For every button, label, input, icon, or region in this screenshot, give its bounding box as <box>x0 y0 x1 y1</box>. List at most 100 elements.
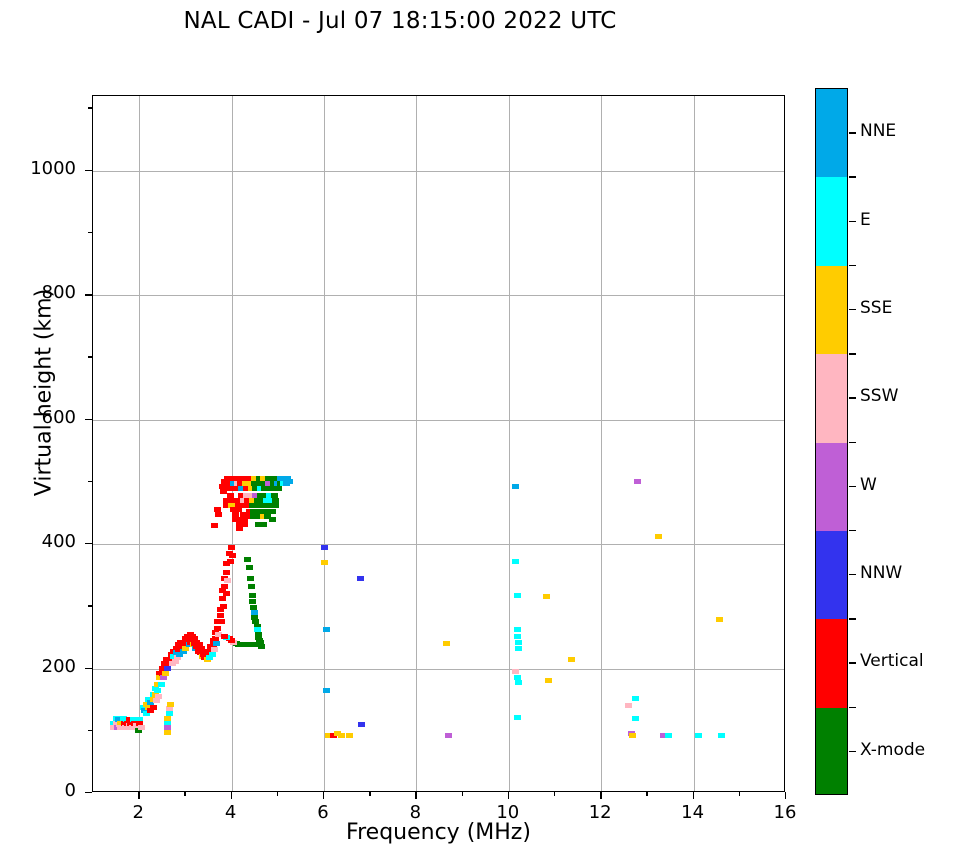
x-tick <box>138 792 140 799</box>
data-point <box>268 509 276 515</box>
data-point <box>270 493 278 499</box>
data-point <box>254 521 262 527</box>
data-point <box>228 498 236 503</box>
data-point <box>513 714 521 720</box>
data-point <box>165 706 173 712</box>
data-point <box>255 480 263 486</box>
data-point <box>265 493 273 499</box>
data-point <box>113 725 121 731</box>
colorbar-boundary-tick <box>849 441 856 443</box>
data-point <box>264 509 272 515</box>
colorbar-label-e: E <box>860 209 871 230</box>
data-point <box>227 558 235 564</box>
data-point <box>241 521 249 527</box>
data-point <box>114 717 122 723</box>
gridline-horizontal <box>93 295 784 297</box>
x-tick <box>323 792 325 799</box>
data-point <box>122 717 130 723</box>
data-point <box>174 647 182 653</box>
y-tick <box>88 356 92 358</box>
data-point <box>242 493 250 499</box>
data-point <box>117 725 125 731</box>
data-point <box>215 511 223 517</box>
data-point <box>253 509 261 515</box>
colorbar-boundary-tick <box>849 618 856 620</box>
colorbar-tick <box>849 308 856 311</box>
data-point <box>338 733 346 739</box>
data-point <box>660 733 668 739</box>
x-tick <box>692 792 694 799</box>
x-axis-label: Frequency (MHz) <box>346 820 531 845</box>
plot-area <box>92 95 785 792</box>
data-point <box>250 513 258 519</box>
data-point <box>171 658 179 664</box>
data-point <box>248 598 256 604</box>
data-point <box>221 479 229 485</box>
data-point <box>258 498 266 503</box>
data-point <box>127 720 135 726</box>
x-tick-label: 2 <box>132 802 144 823</box>
data-point <box>544 678 552 684</box>
data-point <box>256 485 264 491</box>
data-point <box>269 480 277 486</box>
data-point <box>130 717 138 723</box>
colorbar-tick <box>849 132 856 134</box>
data-point <box>567 656 575 662</box>
data-point <box>543 594 551 600</box>
data-point <box>322 627 330 633</box>
y-tick <box>85 418 92 420</box>
x-tick <box>230 792 232 799</box>
data-point <box>512 558 520 564</box>
data-point <box>214 507 222 513</box>
data-point <box>209 642 217 648</box>
y-tick-label: 200 <box>41 655 76 677</box>
data-point <box>112 720 120 726</box>
data-point <box>251 476 259 482</box>
data-point <box>216 613 224 619</box>
data-point <box>224 577 232 583</box>
colorbar-boundary-tick <box>849 529 856 532</box>
data-point <box>632 715 640 721</box>
data-point <box>254 513 262 519</box>
colorbar-segment-ssw <box>816 354 847 443</box>
data-point <box>164 720 172 726</box>
data-point <box>181 646 189 652</box>
data-point <box>247 583 255 589</box>
data-point <box>155 694 163 700</box>
data-point <box>632 695 640 701</box>
colorbar-label-ssw: SSW <box>860 386 899 407</box>
data-point <box>325 733 333 739</box>
data-point <box>248 592 256 598</box>
colorbar-segment-w <box>816 442 847 532</box>
data-point <box>235 516 243 522</box>
data-point <box>715 617 723 623</box>
y-tick-label: 600 <box>41 406 76 428</box>
data-point <box>153 698 161 704</box>
x-tick <box>276 792 279 796</box>
data-point <box>164 725 172 731</box>
colorbar-label-nne: NNE <box>860 121 897 142</box>
data-point <box>222 498 230 503</box>
data-point <box>216 606 224 612</box>
x-tick <box>646 792 648 796</box>
data-point <box>168 656 176 662</box>
data-point <box>259 521 267 527</box>
data-point <box>258 502 266 508</box>
data-point <box>271 498 279 503</box>
y-tick-label: 400 <box>41 531 76 553</box>
data-point <box>239 511 247 517</box>
data-point <box>242 485 250 491</box>
data-point <box>149 697 157 703</box>
data-point <box>246 476 254 482</box>
data-point <box>629 733 637 739</box>
data-point <box>245 509 253 515</box>
colorbar-segment-nnw <box>816 530 847 620</box>
data-point <box>223 569 231 575</box>
data-point <box>163 661 171 667</box>
data-point <box>512 669 520 675</box>
y-tick <box>88 231 92 234</box>
gridline-horizontal <box>93 668 784 670</box>
data-point <box>233 485 241 491</box>
data-point <box>210 522 218 528</box>
colorbar-segment-x-mode <box>816 707 847 794</box>
